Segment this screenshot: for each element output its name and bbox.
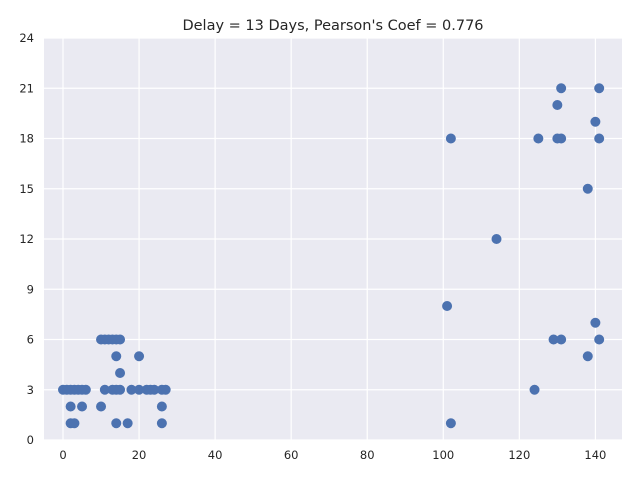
x-tick-label: 20 (132, 448, 147, 462)
data-point (77, 401, 88, 412)
y-tick-label: 9 (27, 282, 34, 296)
y-tick-label: 6 (27, 333, 34, 347)
data-point (594, 133, 605, 144)
data-point (65, 401, 76, 412)
data-point (556, 83, 567, 94)
data-point (445, 418, 456, 429)
x-tick-label: 140 (584, 448, 606, 462)
data-point (122, 418, 133, 429)
x-axis-ticks: 0 20 40 60 80 100 120 140 (59, 448, 606, 462)
y-tick-label: 24 (19, 31, 34, 45)
data-point (556, 334, 567, 345)
data-point (134, 384, 145, 395)
data-point (442, 301, 453, 311)
x-tick-label: 100 (432, 448, 454, 462)
y-axis-ticks: 0 3 6 9 12 15 18 21 24 (19, 31, 34, 447)
data-point (126, 384, 137, 395)
data-point (594, 334, 605, 345)
data-point (149, 384, 160, 395)
data-point (69, 418, 80, 429)
data-point (491, 234, 502, 244)
data-point (582, 351, 593, 362)
y-tick-label: 18 (19, 132, 34, 146)
data-point (590, 116, 601, 127)
y-tick-label: 3 (27, 383, 34, 397)
grid-lines (44, 37, 622, 441)
y-tick-label: 21 (19, 81, 34, 95)
data-point (80, 384, 91, 395)
data-point (156, 418, 167, 429)
data-point (115, 334, 126, 345)
data-point (99, 384, 110, 395)
x-tick-label: 40 (208, 448, 223, 462)
x-tick-label: 60 (284, 448, 299, 462)
data-point (590, 317, 601, 328)
y-tick-label: 12 (19, 232, 34, 246)
x-tick-label: 120 (508, 448, 530, 462)
data-point (533, 133, 544, 144)
y-tick-label: 0 (27, 433, 34, 447)
data-point (96, 401, 107, 412)
data-point (529, 384, 540, 395)
data-point (548, 334, 559, 345)
data-point (594, 83, 605, 94)
x-tick-label: 80 (360, 448, 375, 462)
data-point (582, 183, 593, 194)
data-point (552, 100, 563, 110)
x-tick-label: 0 (59, 448, 66, 462)
y-tick-label: 15 (19, 182, 34, 196)
data-points (58, 83, 605, 429)
data-point (445, 133, 456, 144)
data-point (111, 418, 122, 429)
data-point (556, 133, 567, 144)
data-point (134, 351, 145, 362)
data-point (156, 401, 167, 412)
data-point (111, 351, 122, 362)
chart-title: Delay = 13 Days, Pearson's Coef = 0.776 (182, 18, 483, 34)
data-point (115, 368, 126, 378)
data-point (160, 384, 171, 395)
data-point (115, 384, 126, 395)
